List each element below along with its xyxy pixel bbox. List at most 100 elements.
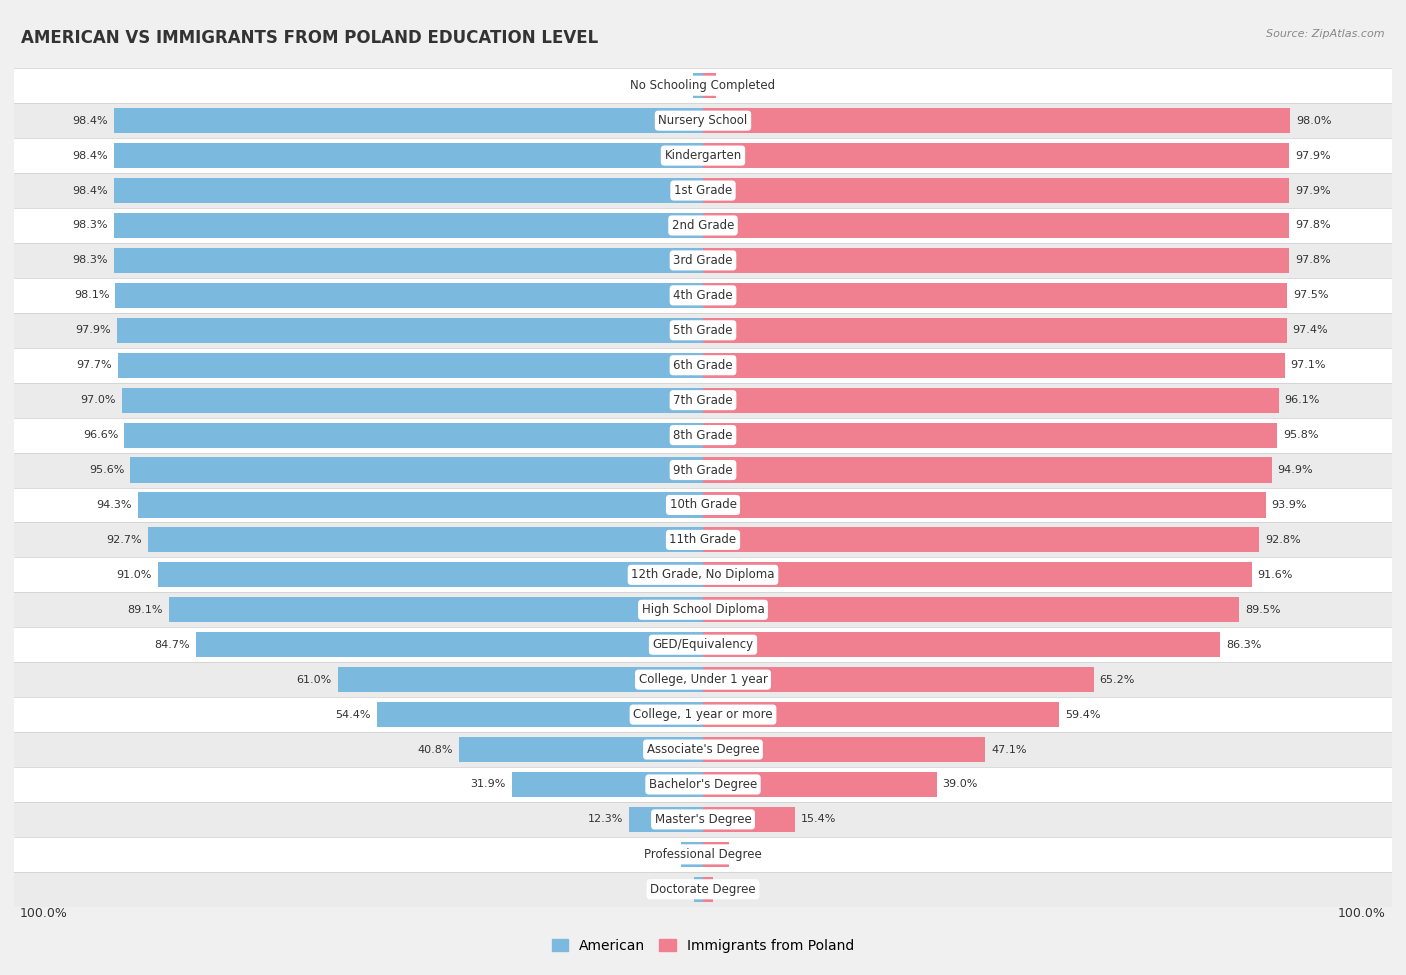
Text: 98.4%: 98.4% bbox=[72, 116, 107, 126]
Bar bbox=[630, 807, 703, 832]
Text: 2.1%: 2.1% bbox=[721, 81, 749, 91]
Text: GED/Equivalency: GED/Equivalency bbox=[652, 639, 754, 651]
Text: 10th Grade: 10th Grade bbox=[669, 498, 737, 512]
Bar bbox=[157, 563, 703, 587]
Bar bbox=[117, 318, 703, 343]
Bar bbox=[703, 457, 1271, 483]
Text: 54.4%: 54.4% bbox=[336, 710, 371, 720]
Bar bbox=[131, 457, 703, 483]
Text: 97.4%: 97.4% bbox=[1292, 326, 1329, 335]
Bar bbox=[703, 527, 1258, 553]
Text: 97.7%: 97.7% bbox=[76, 360, 111, 370]
Text: 40.8%: 40.8% bbox=[418, 745, 453, 755]
Bar bbox=[14, 452, 1392, 488]
Text: 91.0%: 91.0% bbox=[117, 569, 152, 580]
Bar bbox=[14, 662, 1392, 697]
Text: 2nd Grade: 2nd Grade bbox=[672, 219, 734, 232]
Text: 89.5%: 89.5% bbox=[1246, 604, 1281, 615]
Text: 61.0%: 61.0% bbox=[297, 675, 332, 684]
Text: Source: ZipAtlas.com: Source: ZipAtlas.com bbox=[1267, 29, 1385, 39]
Text: 12th Grade, No Diploma: 12th Grade, No Diploma bbox=[631, 568, 775, 581]
Text: 97.1%: 97.1% bbox=[1291, 360, 1326, 370]
Bar bbox=[14, 627, 1392, 662]
Bar bbox=[703, 283, 1286, 308]
Text: 98.4%: 98.4% bbox=[72, 185, 107, 196]
Text: 91.6%: 91.6% bbox=[1258, 569, 1294, 580]
Text: 92.8%: 92.8% bbox=[1265, 535, 1301, 545]
Bar bbox=[14, 872, 1392, 907]
Bar bbox=[337, 667, 703, 692]
Text: 97.9%: 97.9% bbox=[1295, 185, 1331, 196]
Bar bbox=[14, 767, 1392, 801]
Text: 94.9%: 94.9% bbox=[1278, 465, 1313, 475]
Text: 97.9%: 97.9% bbox=[75, 326, 111, 335]
Bar bbox=[169, 598, 703, 622]
Bar bbox=[14, 593, 1392, 627]
Bar bbox=[14, 348, 1392, 382]
Text: AMERICAN VS IMMIGRANTS FROM POLAND EDUCATION LEVEL: AMERICAN VS IMMIGRANTS FROM POLAND EDUCA… bbox=[21, 29, 599, 47]
Text: 8th Grade: 8th Grade bbox=[673, 429, 733, 442]
Bar bbox=[703, 388, 1278, 412]
Bar bbox=[114, 143, 703, 168]
Text: 98.1%: 98.1% bbox=[73, 291, 110, 300]
Bar bbox=[14, 208, 1392, 243]
Text: Kindergarten: Kindergarten bbox=[665, 149, 741, 162]
Text: 98.4%: 98.4% bbox=[72, 150, 107, 161]
Text: 15.4%: 15.4% bbox=[801, 814, 837, 825]
Text: 97.0%: 97.0% bbox=[80, 395, 115, 406]
Bar bbox=[14, 103, 1392, 138]
Text: 5th Grade: 5th Grade bbox=[673, 324, 733, 336]
Bar bbox=[703, 248, 1289, 273]
Text: 11th Grade: 11th Grade bbox=[669, 533, 737, 546]
Bar bbox=[114, 178, 703, 203]
Text: 84.7%: 84.7% bbox=[155, 640, 190, 649]
Bar bbox=[703, 702, 1059, 727]
Bar bbox=[682, 841, 703, 867]
Text: Bachelor's Degree: Bachelor's Degree bbox=[650, 778, 756, 791]
Text: 9th Grade: 9th Grade bbox=[673, 463, 733, 477]
Text: 94.3%: 94.3% bbox=[97, 500, 132, 510]
Bar bbox=[148, 527, 703, 553]
Text: 65.2%: 65.2% bbox=[1099, 675, 1135, 684]
Text: 6th Grade: 6th Grade bbox=[673, 359, 733, 371]
Bar bbox=[703, 492, 1265, 518]
Bar bbox=[14, 382, 1392, 417]
Bar bbox=[703, 422, 1277, 448]
Bar bbox=[703, 632, 1220, 657]
Text: 1.7%: 1.7% bbox=[720, 884, 748, 894]
Text: 98.3%: 98.3% bbox=[73, 220, 108, 230]
Bar bbox=[703, 563, 1251, 587]
Bar bbox=[703, 667, 1094, 692]
Bar bbox=[14, 174, 1392, 208]
Text: Nursery School: Nursery School bbox=[658, 114, 748, 127]
Text: Master's Degree: Master's Degree bbox=[655, 813, 751, 826]
Text: 47.1%: 47.1% bbox=[991, 745, 1026, 755]
Bar bbox=[14, 138, 1392, 174]
Bar bbox=[14, 697, 1392, 732]
Bar bbox=[703, 318, 1286, 343]
Bar bbox=[458, 737, 703, 762]
Bar bbox=[14, 243, 1392, 278]
Bar bbox=[195, 632, 703, 657]
Bar bbox=[703, 737, 986, 762]
Text: 3.6%: 3.6% bbox=[647, 849, 675, 859]
Bar bbox=[693, 73, 703, 98]
Text: 97.8%: 97.8% bbox=[1295, 255, 1330, 265]
Bar bbox=[703, 353, 1285, 377]
Text: 1.5%: 1.5% bbox=[659, 884, 688, 894]
Text: 96.6%: 96.6% bbox=[83, 430, 118, 440]
Bar bbox=[703, 143, 1289, 168]
Bar bbox=[138, 492, 703, 518]
Text: College, Under 1 year: College, Under 1 year bbox=[638, 673, 768, 686]
Bar bbox=[14, 68, 1392, 103]
Legend: American, Immigrants from Poland: American, Immigrants from Poland bbox=[546, 933, 860, 958]
Text: 100.0%: 100.0% bbox=[1339, 907, 1386, 919]
Text: Professional Degree: Professional Degree bbox=[644, 848, 762, 861]
Bar bbox=[115, 283, 703, 308]
Bar bbox=[14, 801, 1392, 837]
Text: 93.9%: 93.9% bbox=[1271, 500, 1308, 510]
Text: 95.6%: 95.6% bbox=[89, 465, 124, 475]
Text: 97.9%: 97.9% bbox=[1295, 150, 1331, 161]
Text: No Schooling Completed: No Schooling Completed bbox=[630, 79, 776, 93]
Text: High School Diploma: High School Diploma bbox=[641, 604, 765, 616]
